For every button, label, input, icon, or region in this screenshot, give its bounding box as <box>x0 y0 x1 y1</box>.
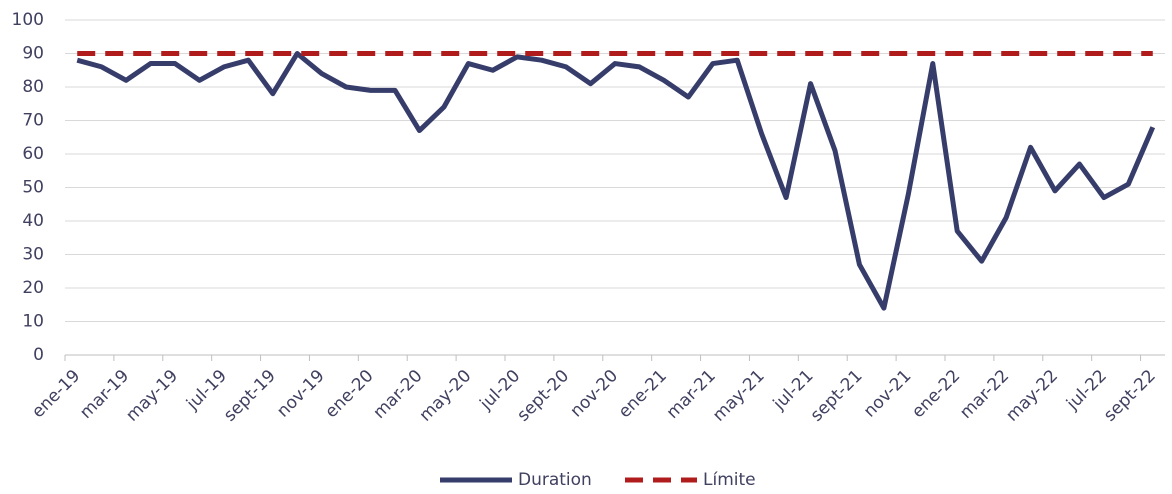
y-tick-label: 90 <box>22 44 44 64</box>
line-series <box>76 51 1156 311</box>
y-tick-label: 100 <box>12 10 44 30</box>
x-tick-label: ene-19 <box>28 366 84 422</box>
x-tick-label: may-21 <box>709 366 769 426</box>
x-tick-label: nov-21 <box>860 366 916 422</box>
x-tick-label: sept-22 <box>1100 366 1160 426</box>
x-tick-label: ene-22 <box>908 366 964 422</box>
x-tick-label: ene-21 <box>615 366 671 422</box>
y-tick-label: 70 <box>22 111 44 131</box>
x-tick-label: sept-21 <box>807 366 867 426</box>
x-tick-label: ene-20 <box>321 366 377 422</box>
y-tick-label: 50 <box>22 178 44 198</box>
x-tick-label: may-19 <box>122 366 182 426</box>
y-tick-label: 40 <box>22 211 44 231</box>
x-tick-label: may-20 <box>416 366 476 426</box>
x-tick-label: sept-19 <box>220 366 280 426</box>
y-tick-label: 10 <box>22 312 44 332</box>
y-tick-label: 0 <box>33 345 44 365</box>
y-tick-label: 60 <box>22 144 44 164</box>
legend-label: Duration <box>518 470 592 490</box>
y-tick-label: 30 <box>22 245 44 265</box>
x-tick-label: nov-20 <box>567 366 623 422</box>
x-tick-label: sept-20 <box>513 366 573 426</box>
y-tick-label: 80 <box>22 77 44 97</box>
x-tick-label: may-22 <box>1002 366 1062 426</box>
y-tick-label: 20 <box>22 278 44 298</box>
legend-label: Límite <box>703 470 756 490</box>
x-tick-label: nov-19 <box>273 366 329 422</box>
